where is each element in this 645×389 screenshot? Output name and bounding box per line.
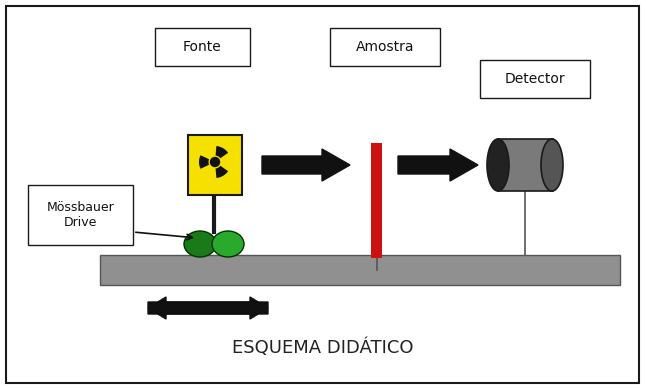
Ellipse shape bbox=[212, 231, 244, 257]
Bar bbox=[330, 28, 440, 66]
Polygon shape bbox=[215, 146, 228, 158]
Text: Mössbauer
Drive: Mössbauer Drive bbox=[46, 201, 114, 229]
Bar bbox=[371, 143, 382, 258]
FancyArrow shape bbox=[398, 149, 478, 181]
Circle shape bbox=[210, 158, 219, 166]
Text: Fonte: Fonte bbox=[183, 40, 222, 54]
Text: Detector: Detector bbox=[504, 72, 565, 86]
Bar bbox=[480, 60, 590, 98]
Bar bbox=[155, 28, 250, 66]
Bar bbox=[498, 139, 553, 191]
FancyArrow shape bbox=[148, 297, 268, 319]
Bar bbox=[188, 135, 242, 195]
Text: Amostra: Amostra bbox=[356, 40, 414, 54]
Text: ESQUEMA DIDÁTICO: ESQUEMA DIDÁTICO bbox=[232, 339, 413, 357]
Polygon shape bbox=[215, 166, 228, 178]
Polygon shape bbox=[199, 155, 209, 169]
Ellipse shape bbox=[541, 139, 563, 191]
FancyArrow shape bbox=[148, 297, 268, 319]
Bar bbox=[100, 255, 620, 285]
Bar bbox=[28, 185, 133, 245]
Ellipse shape bbox=[184, 231, 216, 257]
FancyArrow shape bbox=[262, 149, 350, 181]
Ellipse shape bbox=[487, 139, 509, 191]
